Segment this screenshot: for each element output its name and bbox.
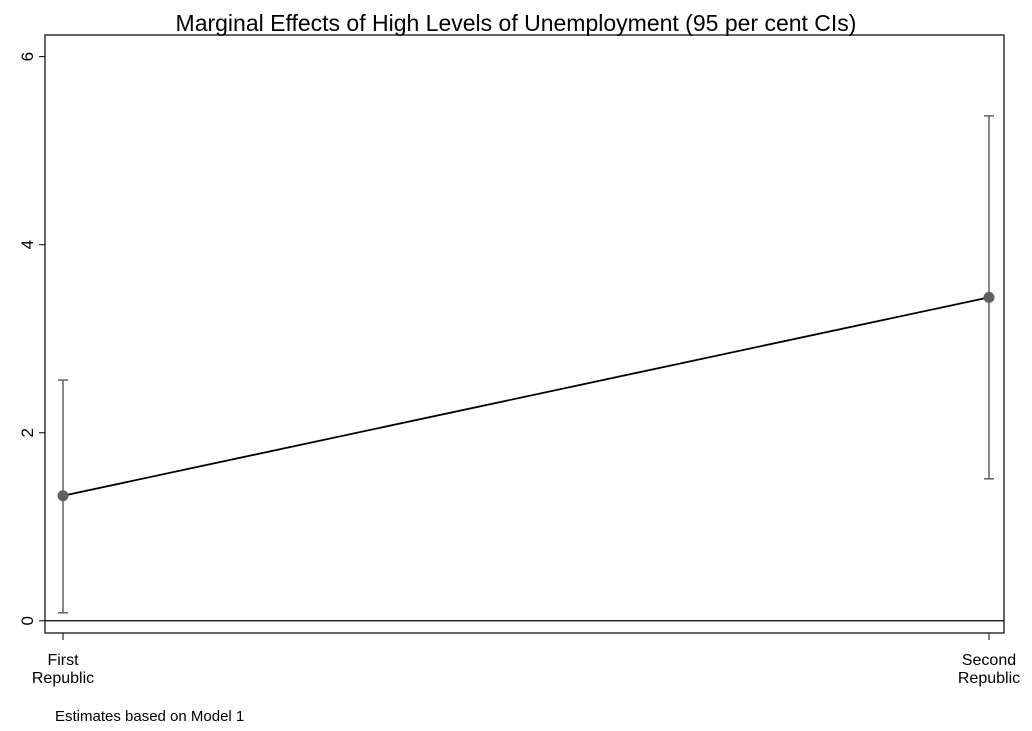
y-tick-label: 4	[18, 240, 37, 249]
chart-note: Estimates based on Model 1	[55, 708, 245, 725]
plot-frame	[44, 34, 1005, 634]
y-tick-label: 6	[18, 52, 37, 61]
y-tick-label: 2	[18, 428, 37, 437]
chart-title: Marginal Effects of High Levels of Unemp…	[175, 10, 857, 36]
point	[57, 490, 69, 502]
x-tick-label: Second Republic	[957, 652, 1021, 687]
x-tick-label: First Republic	[31, 652, 95, 687]
y-tick-label: 0	[18, 616, 37, 625]
series-line	[62, 296, 990, 497]
point	[983, 291, 995, 303]
